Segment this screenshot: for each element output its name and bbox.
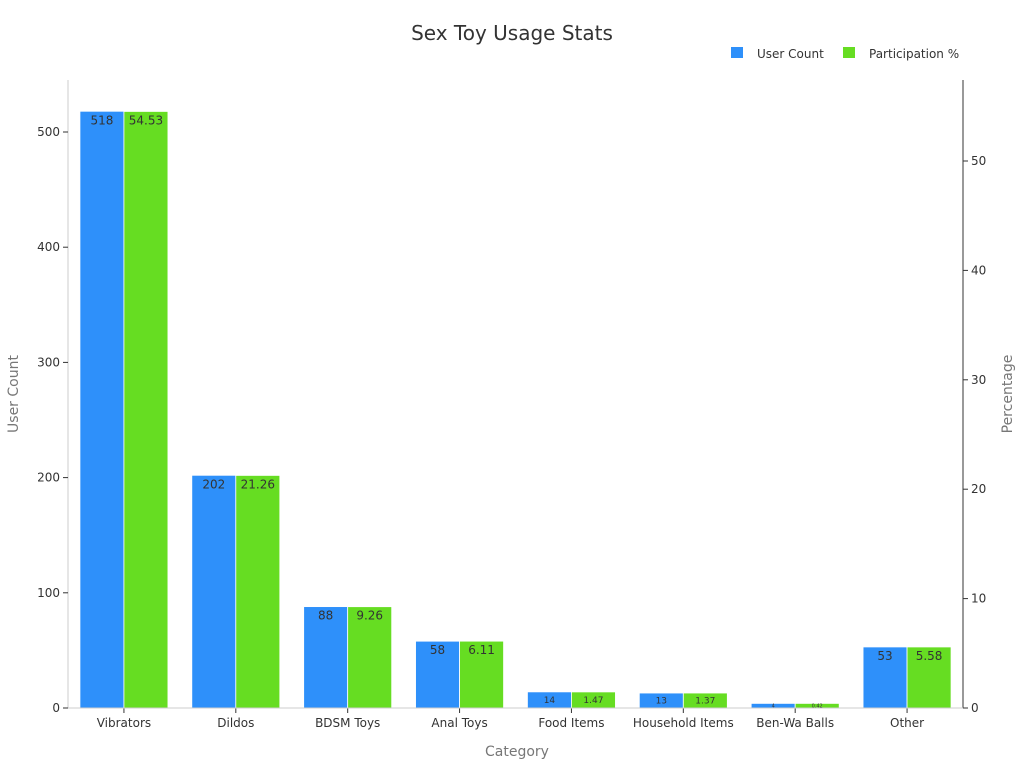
y-tick-label: 500 [37,125,60,139]
bar-value-label: 202 [202,477,225,491]
x-tick-label: Anal Toys [431,716,487,730]
bar-participation: 5.58 [906,646,952,709]
y2-tick-label: 20 [971,482,986,496]
y2-tick-label: 0 [971,701,979,715]
x-tick-label: Ben-Wa Balls [756,716,834,730]
y-tick-label: 0 [52,701,60,715]
bar-value-label: 1.47 [583,696,603,706]
x-tick-label: BDSM Toys [315,716,380,730]
bar-value-label: 9.26 [356,609,383,623]
y2-tick-label: 40 [971,263,986,277]
y-axis-left: 0 100 200 300 400 500 [37,80,69,715]
bar-user-count: 518 [79,110,125,709]
legend-item: Participation % [843,47,959,61]
plot-area: 518 54.53 202 21.26 88 9.26 58 6.11 14 1.47 13 1.37… [79,110,952,709]
svg-text:Participation %: Participation % [869,47,959,61]
bar-user-count: 88 [303,606,349,709]
x-axis: Vibrators Dildos BDSM Toys Anal Toys Food It… [68,707,963,730]
y-axis-label: User Count [6,355,22,433]
bar-value-label: 54.53 [129,113,163,127]
bar-value-label: 21.26 [241,477,275,491]
bar-value-label: 88 [318,609,333,623]
legend-item: User Count [731,47,824,61]
bar-value-label: 518 [90,113,113,127]
bar-participation: 6.11 [459,640,504,709]
bar-value-label: 4 [772,703,775,709]
bar-user-count: 202 [191,474,237,709]
bar-value-label: 14 [544,696,556,706]
bar-participation: 0.42 [794,703,840,709]
bar-value-label: 13 [656,697,667,707]
bar-participation: 9.26 [347,606,393,709]
chart-title: Sex Toy Usage Stats [411,21,613,45]
bar-value-label: 6.11 [468,643,495,657]
bar-value-label: 0.42 [812,703,823,709]
x-tick-label: Dildos [217,716,254,730]
bar-value-label: 53 [877,649,892,663]
x-tick-label: Household Items [633,716,734,730]
x-tick-label: Vibrators [97,716,151,730]
bar-user-count: 4 [750,702,796,709]
y2-tick-label: 10 [971,592,986,606]
x-tick-label: Other [890,716,924,730]
legend: User Count Participation % [731,47,959,61]
bar-value-label: 5.58 [916,649,943,663]
bar-participation: 1.37 [682,692,728,709]
bar-participation: 1.47 [571,691,616,709]
y-tick-label: 200 [37,471,60,485]
bar-value-label: 1.37 [695,697,715,707]
bar-user-count: 13 [638,692,684,709]
bar-participation: 54.53 [123,111,169,709]
bar-value-label: 58 [430,643,445,657]
svg-text:User Count: User Count [757,47,824,61]
y-tick-label: 100 [37,586,60,600]
x-tick-label: Food Items [538,716,604,730]
y2-tick-label: 30 [971,373,986,387]
y-tick-label: 400 [37,240,60,254]
x-axis-label: Category [485,744,549,760]
bar-user-count: 14 [527,691,572,709]
bar-participation: 21.26 [235,475,281,709]
y-axis-right: 0 10 20 30 40 50 [962,80,986,715]
bar-user-count: 53 [862,646,908,709]
y-tick-label: 300 [37,355,60,369]
y2-axis-label: Percentage [1000,355,1016,434]
bar-user-count: 58 [415,640,460,709]
y2-tick-label: 50 [971,154,986,168]
